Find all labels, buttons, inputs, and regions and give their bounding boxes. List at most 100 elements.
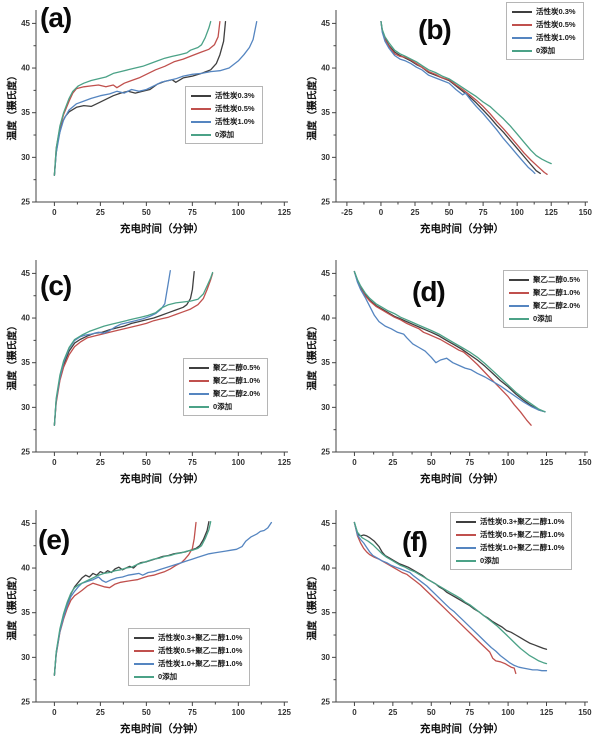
- legend-line-swatch: [191, 120, 211, 123]
- svg-text:35: 35: [321, 608, 330, 617]
- legend-entry: 0添加: [509, 313, 580, 324]
- svg-text:150: 150: [578, 708, 592, 717]
- legend-entry: 活性炭0.5%: [191, 103, 255, 114]
- x-axis-label: 充电时间（分钟）: [420, 723, 504, 735]
- svg-text:0: 0: [52, 708, 57, 717]
- legend-line-swatch: [191, 107, 211, 110]
- legend-entry: 活性炭0.3+聚乙二醇1.0%: [456, 516, 564, 527]
- svg-text:25: 25: [321, 698, 330, 707]
- legend-line-swatch: [189, 392, 209, 395]
- chart-panel-b: -25 0 25 50 75 100 125 150 25 30 35 40 45 (b) 温度（摄氏度…: [300, 0, 600, 250]
- svg-text:40: 40: [321, 564, 330, 573]
- svg-text:50: 50: [142, 458, 151, 467]
- legend-line-swatch: [456, 533, 476, 536]
- legend-entry: 0添加: [512, 45, 576, 56]
- legend-line-swatch: [456, 520, 476, 523]
- svg-text:35: 35: [21, 108, 30, 117]
- legend-label: 聚乙二醇0.5%: [213, 363, 261, 372]
- x-axis-label: 充电时间（分钟）: [420, 473, 504, 485]
- line-plot-a: 0 25 50 75 100 125 25 30 35 40 45: [21, 10, 292, 217]
- svg-text:30: 30: [21, 403, 30, 412]
- y-axis-label: 温度（摄氏度）: [7, 70, 19, 141]
- legend-entry: 活性炭0.3%: [512, 6, 576, 17]
- svg-text:125: 125: [278, 708, 292, 717]
- panel-label-b: (b): [418, 14, 452, 45]
- chart-panel-a: 0 25 50 75 100 125 25 30 35 40 45 (a) 温度（摄氏度） 充电时间…: [0, 0, 300, 250]
- legend-line-swatch: [189, 379, 209, 382]
- legend-label: 活性炭0.3%: [536, 7, 576, 16]
- panel-label-d: (d): [412, 276, 446, 307]
- svg-text:50: 50: [427, 458, 436, 467]
- svg-text:30: 30: [21, 653, 30, 662]
- legend-entry: 活性炭0.5%: [512, 19, 576, 30]
- legend-line-swatch: [134, 649, 154, 652]
- y-axis-label: 温度（摄氏度）: [7, 320, 19, 391]
- legend-line-swatch: [509, 291, 529, 294]
- svg-text:75: 75: [465, 708, 474, 717]
- line-plot-e: 0 25 50 75 100 125 25 30 35 40 45: [21, 510, 292, 717]
- legend-line-swatch: [134, 662, 154, 665]
- svg-text:35: 35: [321, 108, 330, 117]
- svg-text:45: 45: [321, 269, 330, 278]
- svg-text:25: 25: [96, 708, 105, 717]
- svg-text:100: 100: [232, 458, 246, 467]
- svg-text:45: 45: [321, 19, 330, 28]
- legend-line-swatch: [509, 278, 529, 281]
- svg-text:75: 75: [479, 208, 488, 217]
- legend-entry: 聚乙二醇2.0%: [509, 300, 580, 311]
- legend-label: 活性炭1.0%: [536, 33, 576, 42]
- x-axis-label: 充电时间（分钟）: [120, 473, 204, 485]
- legend-line-swatch: [512, 49, 532, 52]
- legend-line-swatch: [512, 36, 532, 39]
- svg-text:50: 50: [142, 708, 151, 717]
- legend-c: 聚乙二醇0.5% 聚乙二醇1.0% 聚乙二醇2.0% 0添加: [183, 358, 269, 416]
- legend-entry: 活性炭1.0%: [512, 32, 576, 43]
- x-axis-label: 充电时间（分钟）: [120, 723, 204, 735]
- legend-label: 活性炭0.5%: [536, 20, 576, 29]
- legend-line-swatch: [509, 317, 529, 320]
- svg-text:50: 50: [142, 208, 151, 217]
- svg-text:0: 0: [52, 458, 57, 467]
- legend-label: 活性炭0.3+聚乙二醇1.0%: [158, 633, 243, 642]
- legend-label: 聚乙二醇2.0%: [533, 301, 581, 310]
- legend-label: 活性炭1.0+聚乙二醇1.0%: [158, 659, 243, 668]
- panel-label-e: (e): [38, 524, 70, 555]
- legend-line-swatch: [191, 94, 211, 97]
- svg-text:30: 30: [321, 403, 330, 412]
- legend-label: 0添加: [480, 556, 500, 565]
- legend-line-swatch: [189, 366, 209, 369]
- legend-b: 活性炭0.3% 活性炭0.5% 活性炭1.0% 0添加: [506, 2, 584, 60]
- legend-label: 0添加: [536, 46, 556, 55]
- legend-a: 活性炭0.3% 活性炭0.5% 活性炭1.0% 0添加: [185, 86, 263, 144]
- svg-text:0: 0: [352, 708, 357, 717]
- legend-line-swatch: [189, 405, 209, 408]
- svg-text:150: 150: [578, 458, 592, 467]
- line-plot-f: 0 25 50 75 100 125 150 25 30 35 40 45: [321, 510, 592, 717]
- svg-text:50: 50: [445, 208, 454, 217]
- svg-text:75: 75: [188, 708, 197, 717]
- legend-entry: 活性炭0.5+聚乙二醇1.0%: [456, 529, 564, 540]
- svg-text:25: 25: [321, 448, 330, 457]
- legend-label: 0添加: [533, 314, 553, 323]
- svg-text:40: 40: [21, 564, 30, 573]
- legend-entry: 聚乙二醇1.0%: [509, 287, 580, 298]
- svg-text:125: 125: [278, 458, 292, 467]
- legend-entry: 活性炭1.0%: [191, 116, 255, 127]
- svg-text:30: 30: [321, 153, 330, 162]
- legend-label: 活性炭0.5%: [215, 104, 255, 113]
- svg-text:45: 45: [21, 269, 30, 278]
- svg-text:25: 25: [21, 448, 30, 457]
- svg-text:125: 125: [278, 208, 292, 217]
- svg-text:25: 25: [21, 198, 30, 207]
- legend-entry: 活性炭1.0+聚乙二醇1.0%: [134, 658, 242, 669]
- legend-line-swatch: [134, 675, 154, 678]
- svg-text:125: 125: [540, 708, 554, 717]
- svg-text:25: 25: [96, 458, 105, 467]
- legend-label: 聚乙二醇0.5%: [533, 275, 581, 284]
- svg-text:25: 25: [21, 698, 30, 707]
- legend-line-swatch: [456, 546, 476, 549]
- svg-text:100: 100: [501, 458, 515, 467]
- y-axis-label: 温度（摄氏度）: [307, 320, 319, 391]
- panel-label-a: (a): [40, 2, 72, 33]
- legend-line-swatch: [134, 636, 154, 639]
